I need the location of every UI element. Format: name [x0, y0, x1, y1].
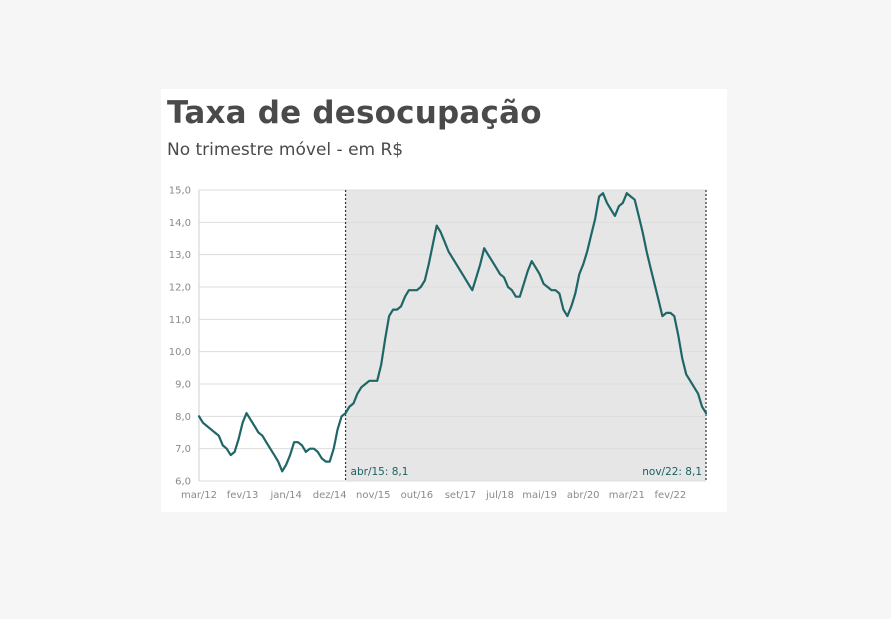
chart-subtitle: No trimestre móvel - em R$ — [167, 140, 404, 160]
y-tick-label: 8,0 — [175, 412, 191, 423]
y-tick-label: 13,0 — [169, 250, 191, 261]
x-tick-label: nov/15 — [356, 490, 390, 501]
y-tick-label: 14,0 — [169, 218, 191, 229]
x-tick-label: out/16 — [401, 490, 433, 501]
x-tick-label: abr/20 — [567, 490, 600, 501]
y-tick-label: 6,0 — [175, 477, 191, 488]
x-tick-label: set/17 — [445, 490, 476, 501]
y-tick-label: 9,0 — [175, 380, 191, 391]
x-tick-label: fev/13 — [227, 490, 259, 501]
x-tick-label: jan/14 — [269, 490, 301, 501]
y-tick-label: 12,0 — [169, 283, 191, 294]
shaded-period — [345, 190, 706, 481]
chart-card: Taxa de desocupação No trimestre móvel -… — [161, 89, 727, 512]
line-chart: 6,0 7,0 8,0 9,0 10,0 11,0 12,0 13,0 14,0 15,0 mar/… — [169, 186, 708, 501]
x-tick-label: jul/18 — [485, 490, 514, 501]
chart-title: Taxa de desocupação — [167, 95, 542, 131]
y-tick-label: 10,0 — [169, 347, 191, 358]
annotation-end: nov/22: 8,1 — [642, 466, 702, 478]
y-tick-label: 15,0 — [169, 186, 191, 197]
series-line — [197, 192, 708, 473]
x-tick-label: mar/12 — [181, 490, 217, 501]
y-tick-label: 7,0 — [175, 444, 191, 455]
x-tick-label: dez/14 — [313, 490, 347, 501]
annotation-start: abr/15: 8,1 — [351, 466, 409, 478]
x-tick-label: fev/22 — [655, 490, 687, 501]
y-tick-label: 11,0 — [169, 315, 191, 326]
x-tick-label: mai/19 — [522, 490, 557, 501]
x-tick-label: mar/21 — [609, 490, 645, 501]
